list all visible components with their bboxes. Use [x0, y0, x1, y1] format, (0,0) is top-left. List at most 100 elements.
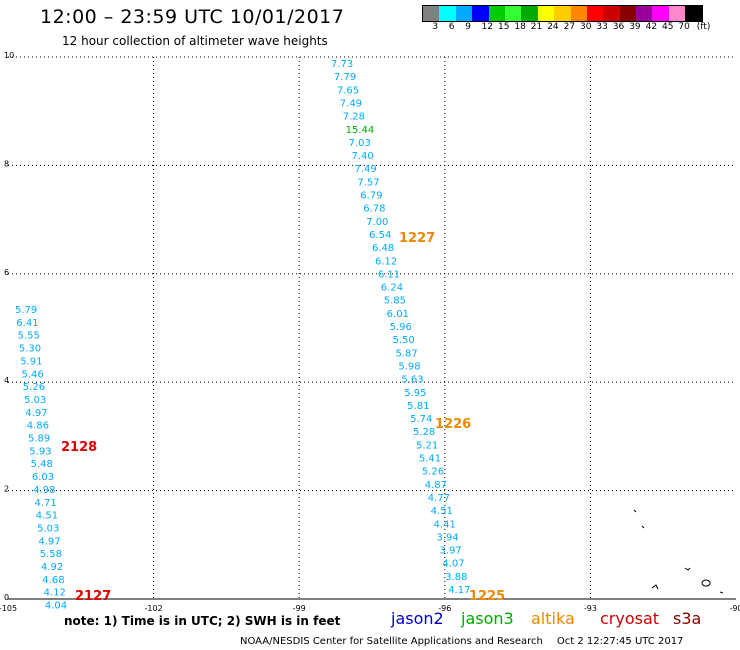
wave-height-label: 4.98 [33, 485, 55, 496]
pass-time-label: 2127 [75, 589, 111, 604]
legend-label: 42 [645, 22, 658, 32]
x-tick-label: -99 [293, 604, 306, 613]
legend-swatch [423, 6, 440, 21]
legend-label: 3 [432, 22, 439, 32]
wave-height-label: 7.57 [357, 177, 379, 188]
pass-time-label: 2128 [61, 440, 97, 455]
wave-height-label: 6.11 [378, 269, 400, 280]
y-tick-label: 6 [4, 268, 9, 277]
generated-timestamp: Oct 2 12:27:45 UTC 2017 [556, 636, 684, 647]
x-tick-label: -93 [584, 604, 597, 613]
pass-time-label: 1227 [399, 231, 435, 246]
satellite-legend-cryosat: cryosat [600, 609, 660, 628]
wave-height-label: 15.44 [346, 125, 375, 136]
wave-height-label: 4.41 [434, 519, 456, 530]
credit-line: NOAA/NESDIS Center for Satellite Applica… [240, 636, 683, 647]
legend-swatch [636, 6, 653, 21]
wave-height-label: 5.85 [384, 296, 406, 307]
legend-swatch [652, 6, 669, 21]
legend-label: (ft) [696, 22, 711, 32]
legend-swatch [455, 6, 473, 21]
wave-height-label: 6.03 [32, 472, 54, 483]
wave-height-label: 7.40 [352, 151, 374, 162]
wave-height-label: 4.92 [41, 562, 63, 573]
wave-height-label: 6.54 [369, 230, 391, 241]
wave-height-label: 7.73 [331, 59, 353, 70]
satellite-legend-jason2: jason2 [391, 609, 444, 628]
wave-height-label: 5.41 [419, 454, 441, 465]
coastline [633, 509, 724, 594]
pass-time-labels: 1227 1226 1225 2128 2127 [61, 231, 505, 604]
legend-label: 70 [678, 22, 690, 32]
wave-height-label: 5.91 [20, 356, 42, 367]
wave-height-label: 4.77 [428, 493, 450, 504]
wave-height-label: 5.93 [29, 446, 51, 457]
legend-label: 6 [448, 22, 455, 32]
pass-time-label: 1226 [435, 417, 471, 432]
legend-swatch [439, 6, 456, 21]
satellite-legend-s3a: s3a [673, 609, 702, 628]
wave-height-label: 5.48 [31, 459, 53, 470]
wave-height-label: 5.58 [40, 549, 62, 560]
x-tick-label: -90 [729, 604, 740, 613]
legend-label: 27 [563, 22, 576, 32]
legend-swatch [472, 6, 489, 21]
color-scale-labels: 3 6 9 12 15 18 21 24 27 30 33 36 39 42 45 70 (ft) [422, 22, 740, 34]
pass-time-label: 1225 [469, 589, 505, 604]
y-tick-label: 0 [4, 593, 9, 602]
satellite-legend-jason3: jason3 [461, 609, 514, 628]
wave-height-label: 3.88 [445, 572, 467, 583]
legend-swatch [488, 6, 505, 21]
legend-swatch [586, 6, 604, 21]
legend-swatch [554, 6, 571, 21]
legend-label: 36 [612, 22, 625, 32]
legend-swatch [685, 6, 702, 21]
wave-height-label: 7.65 [337, 85, 359, 96]
wave-height-label: 4.97 [38, 536, 60, 547]
wave-height-label: 6.48 [372, 243, 394, 254]
legend-swatch [668, 6, 686, 21]
legend-label: 9 [465, 22, 471, 32]
wave-height-label: 5.26 [23, 382, 45, 393]
legend-label: 39 [629, 22, 641, 32]
wave-height-label: 5.87 [395, 348, 417, 359]
wave-height-label: 5.95 [404, 388, 426, 399]
axis-tick-labels: -105 -102 -99 -96 -93 -90 0 2 4 6 8 10 [0, 51, 740, 613]
legend-label: 30 [580, 22, 592, 32]
wave-height-label: 3.94 [436, 532, 458, 543]
wave-height-label: 4.71 [35, 498, 57, 509]
wave-height-label: 5.79 [15, 305, 37, 316]
wave-height-label: 4.12 [44, 588, 66, 599]
wave-height-label: 4.87 [425, 480, 447, 491]
legend-swatch [521, 6, 538, 21]
wave-height-label: 4.51 [431, 506, 453, 517]
wave-height-label: 3.97 [439, 546, 461, 557]
wave-height-label: 5.03 [37, 523, 59, 534]
wave-height-label: 5.55 [18, 331, 40, 342]
wave-height-label: 5.89 [28, 434, 50, 445]
map-title: 12:00 – 23:59 UTC 10/01/2017 [40, 6, 345, 28]
wave-height-label: 7.79 [334, 72, 356, 83]
legend-label: 24 [547, 22, 559, 32]
legend-label: 18 [514, 22, 526, 32]
wave-height-label: 5.21 [416, 440, 438, 451]
wave-height-label: 5.81 [407, 401, 429, 412]
wave-height-label: 5.74 [410, 414, 432, 425]
legend-swatch [537, 6, 555, 21]
wave-height-label: 6.24 [381, 283, 403, 294]
legend-swatch [603, 6, 620, 21]
legend-swatch [504, 6, 522, 21]
legend-swatch [619, 6, 637, 21]
wave-height-label: 4.86 [27, 421, 49, 432]
y-tick-label: 4 [4, 376, 9, 385]
map-subtitle: 12 hour collection of altimeter wave hei… [62, 34, 328, 48]
altimeter-track-west: 5.79 6.41 5.55 5.305.91 5.46 5.26 5.03 4.97 4.86… [15, 305, 67, 612]
legend-swatch [570, 6, 587, 21]
footnote: note: 1) Time is in UTC; 2) SWH is in fe… [64, 614, 341, 628]
legend-label: 15 [498, 22, 510, 32]
legend-label: 33 [596, 22, 608, 32]
x-tick-label: -96 [438, 604, 451, 613]
wave-height-label: 5.96 [390, 322, 412, 333]
color-scale-legend [422, 5, 703, 22]
y-tick-label: 2 [4, 485, 9, 494]
